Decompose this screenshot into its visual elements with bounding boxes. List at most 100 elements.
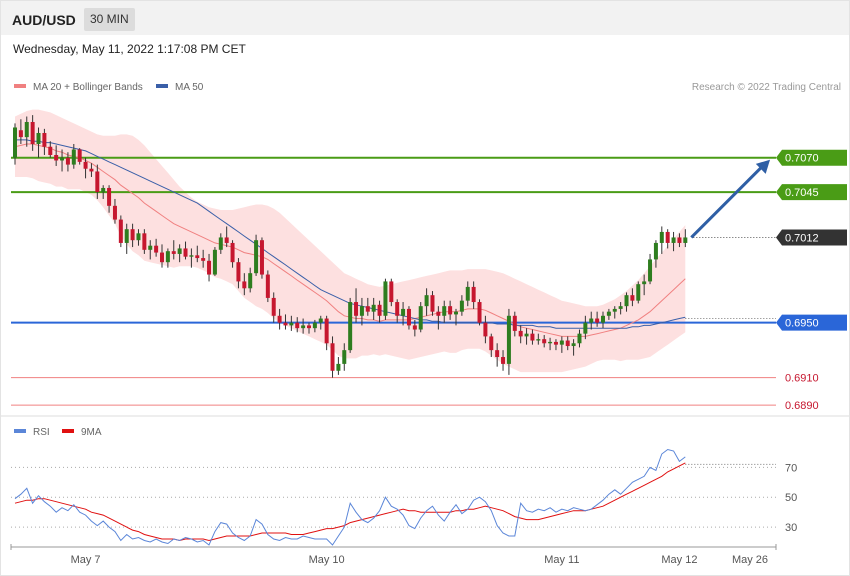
level-tag-0.6890-label: 0.6890	[785, 400, 819, 412]
candle-body	[130, 229, 135, 241]
x-tick-label: May 26	[732, 554, 768, 566]
candle	[483, 315, 488, 344]
level-tag-0.7045: 0.7045	[776, 184, 847, 201]
candle-body	[530, 333, 535, 341]
level-tag-0.6950-box	[776, 314, 847, 331]
candle	[436, 306, 441, 330]
current-price-tag-label: 0.7012	[785, 232, 819, 244]
candle	[242, 273, 247, 296]
candle-body	[18, 130, 23, 138]
candle-body	[177, 248, 182, 254]
candle-body	[77, 149, 82, 162]
candle	[653, 240, 658, 268]
candle	[365, 297, 370, 316]
candle	[612, 306, 617, 319]
candle	[383, 278, 388, 320]
candle	[377, 300, 382, 323]
candle-body	[477, 302, 482, 323]
candle	[489, 333, 494, 358]
candle-body	[348, 302, 353, 351]
candle-body	[430, 295, 435, 312]
candle-body	[183, 248, 188, 257]
forecast-arrow-head	[755, 159, 770, 174]
candle	[124, 223, 129, 254]
candle	[265, 270, 270, 303]
candle-body	[671, 237, 676, 243]
candle	[83, 157, 88, 179]
candle	[136, 229, 141, 246]
candle-body	[436, 311, 441, 316]
candle-body	[101, 187, 106, 193]
candle-body	[465, 286, 470, 301]
candle-body	[365, 306, 370, 312]
candle	[18, 119, 23, 144]
candle-body	[136, 233, 141, 241]
candle	[212, 247, 217, 276]
x-tick-label: May 11	[544, 554, 579, 566]
candle	[36, 127, 41, 158]
candle	[271, 292, 276, 323]
level-tag-0.7070: 0.7070	[776, 149, 847, 166]
candle-body	[160, 252, 164, 263]
candle-body	[307, 325, 311, 329]
candle-body	[207, 260, 212, 275]
candle-body	[589, 318, 594, 323]
candle-body	[224, 237, 229, 243]
legend-ma20-swatch	[14, 84, 26, 88]
candle	[230, 240, 235, 268]
candle	[354, 288, 359, 323]
candle	[418, 302, 423, 333]
candle	[648, 253, 653, 285]
candle	[259, 237, 264, 279]
candle-body	[412, 325, 417, 330]
candle-body	[495, 350, 500, 358]
candle	[530, 329, 535, 345]
candle-body	[401, 308, 406, 316]
bollinger-bands	[15, 109, 686, 373]
candle	[42, 128, 47, 155]
candle	[642, 274, 647, 296]
candle	[401, 302, 406, 326]
candle	[248, 267, 253, 293]
candle	[454, 308, 458, 326]
candle-body	[565, 340, 570, 347]
level-lines	[11, 156, 776, 406]
candle-body	[148, 245, 153, 250]
candle-body	[648, 259, 653, 282]
candle	[130, 223, 135, 248]
legend-rsi-label: RSI	[33, 427, 50, 438]
candle	[624, 292, 629, 312]
candle-body	[677, 237, 682, 243]
candle	[518, 325, 523, 344]
candle-body	[542, 339, 547, 344]
candle	[154, 238, 159, 257]
candle	[207, 253, 212, 282]
candle	[359, 297, 364, 326]
candle-body	[254, 240, 259, 274]
candle-body	[489, 336, 494, 351]
candle-body	[83, 161, 88, 169]
candle-body	[636, 284, 641, 301]
candle-body	[377, 304, 382, 316]
candle-body	[642, 281, 647, 285]
candle	[77, 148, 82, 165]
level-tag-0.7045-box	[776, 184, 847, 201]
level-tag-0.6890: 0.6890	[785, 400, 819, 412]
level-tag-0.6950: 0.6950	[776, 314, 847, 331]
candle-body	[60, 157, 65, 161]
candle-body	[501, 357, 506, 364]
candle	[318, 315, 323, 330]
timeframe-button[interactable]: 30 MIN	[84, 8, 135, 31]
candle-body	[583, 322, 588, 334]
current-price-tag: 0.7012	[776, 229, 847, 246]
candle-body	[524, 333, 529, 337]
candle	[142, 229, 147, 254]
candle-body	[577, 333, 582, 344]
candle-body	[89, 168, 94, 172]
candle	[13, 123, 17, 165]
candle-body	[459, 300, 464, 312]
candle-body	[189, 255, 194, 257]
candle	[471, 281, 476, 309]
candle	[30, 115, 35, 151]
candle-body	[271, 297, 276, 316]
